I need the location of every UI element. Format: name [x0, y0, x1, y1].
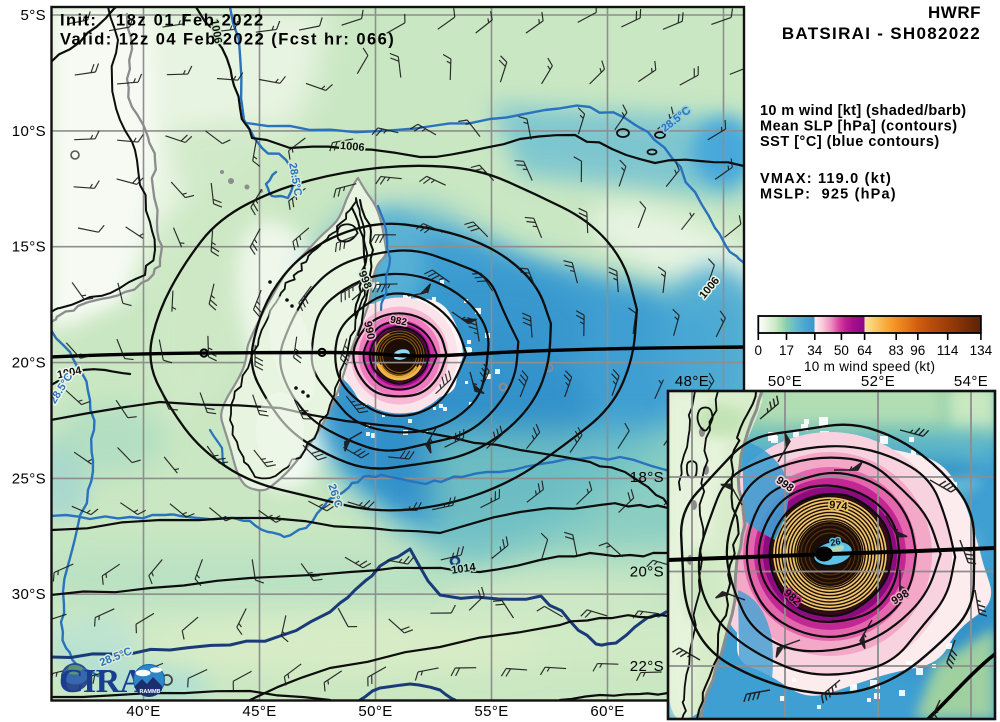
svg-text:10°S: 10°S [12, 123, 46, 140]
svg-text:60°E: 60°E [590, 703, 624, 720]
svg-text:20°S: 20°S [12, 355, 46, 372]
svg-text:RAMMB: RAMMB [139, 689, 160, 695]
svg-text:982: 982 [389, 315, 408, 329]
svg-text:CIRA: CIRA [59, 663, 145, 700]
svg-text:134: 134 [970, 343, 993, 358]
svg-text:50°E: 50°E [768, 373, 802, 390]
svg-text:BATSIRAI - SH082022: BATSIRAI - SH082022 [782, 24, 981, 43]
svg-text:20°S: 20°S [630, 564, 664, 581]
svg-text:1006: 1006 [340, 140, 365, 154]
svg-text:54°E: 54°E [954, 373, 988, 390]
svg-text:10 m wind speed (kt): 10 m wind speed (kt) [804, 359, 935, 374]
svg-text:30°S: 30°S [12, 586, 46, 603]
svg-text:Valid: 12z 04 Feb 2022 (Fcst h: Valid: 12z 04 Feb 2022 (Fcst hr: 066) [60, 31, 395, 49]
svg-text:MSLP: 925 (hPa): MSLP: 925 (hPa) [760, 187, 897, 203]
svg-text:Mean SLP [hPa] (contours): Mean SLP [hPa] (contours) [760, 119, 958, 135]
svg-text:34: 34 [807, 343, 823, 358]
svg-text:SST [°C] (blue contours): SST [°C] (blue contours) [760, 134, 940, 150]
svg-text:0: 0 [755, 343, 763, 358]
svg-text:5°S: 5°S [20, 7, 46, 24]
svg-text:45°E: 45°E [242, 703, 276, 720]
svg-text:50: 50 [834, 343, 849, 358]
svg-text:VMAX: 119.0 (kt): VMAX: 119.0 (kt) [760, 171, 892, 187]
svg-text:40°E: 40°E [126, 703, 160, 720]
svg-text:50°E: 50°E [358, 703, 392, 720]
svg-text:1006: 1006 [208, 18, 224, 44]
svg-text:18°S: 18°S [630, 469, 664, 486]
svg-text:64: 64 [857, 343, 873, 358]
svg-text:96: 96 [910, 343, 925, 358]
svg-text:10 m wind [kt] (shaded/barb): 10 m wind [kt] (shaded/barb) [760, 103, 966, 119]
svg-text:114: 114 [937, 343, 959, 358]
svg-text:26: 26 [830, 536, 842, 548]
svg-text:22°S: 22°S [630, 658, 664, 675]
svg-text:52°E: 52°E [861, 373, 895, 390]
svg-text:17: 17 [779, 343, 794, 358]
svg-text:Init:: Init: [60, 12, 97, 30]
svg-text:1014: 1014 [451, 561, 478, 576]
svg-text:48°E: 48°E [675, 373, 709, 390]
svg-text:15°S: 15°S [12, 239, 46, 256]
svg-text:HWRF: HWRF [928, 3, 981, 22]
svg-text:55°E: 55°E [474, 703, 508, 720]
svg-text:18z 01 Feb 2022: 18z 01 Feb 2022 [116, 12, 265, 30]
svg-text:83: 83 [889, 343, 904, 358]
svg-text:974: 974 [829, 499, 849, 513]
svg-text:990: 990 [361, 320, 377, 340]
svg-text:25°S: 25°S [12, 470, 46, 487]
